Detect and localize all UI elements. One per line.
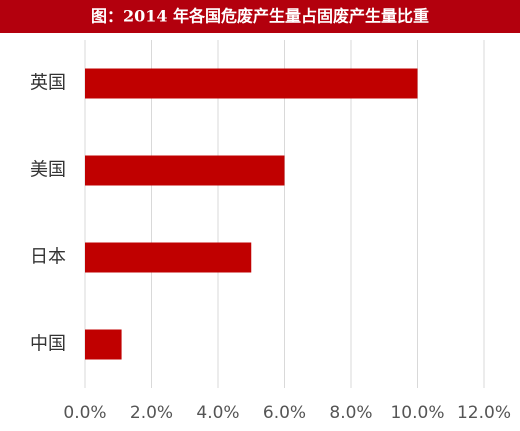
title-bar	[0, 0, 520, 33]
x-tick-label: 8.0%	[329, 403, 372, 423]
bar	[85, 155, 285, 186]
bar	[85, 68, 418, 99]
x-tick-label: 6.0%	[263, 403, 306, 423]
chart-title: 图：2014 年各国危废产生量占固废产生量比重	[91, 7, 429, 26]
bar	[85, 329, 122, 360]
y-tick-label: 中国	[30, 334, 66, 355]
x-tick-label: 10.0%	[390, 403, 444, 423]
y-tick-label: 美国	[30, 160, 66, 181]
bar	[85, 242, 252, 273]
x-tick-label: 2.0%	[130, 403, 173, 423]
y-tick-label: 英国	[30, 73, 66, 94]
x-tick-label: 4.0%	[196, 403, 239, 423]
x-tick-label: 0.0%	[63, 403, 106, 423]
y-tick-label: 日本	[30, 247, 66, 268]
x-tick-label: 12.0%	[457, 403, 511, 423]
